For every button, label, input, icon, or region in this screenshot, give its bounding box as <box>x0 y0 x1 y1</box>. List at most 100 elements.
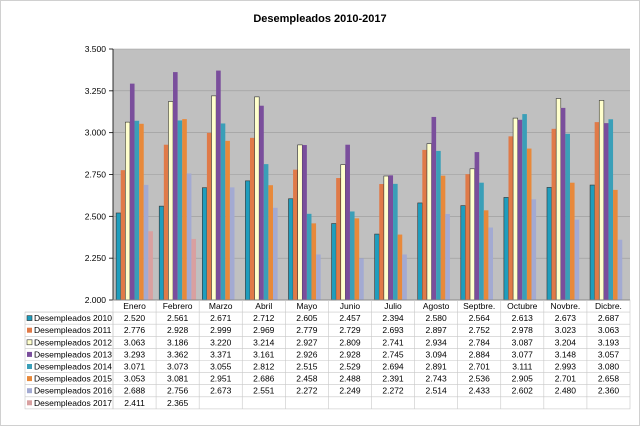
bar <box>551 128 557 300</box>
data-value: 2.891 <box>425 362 447 372</box>
data-value: 2.488 <box>339 374 361 384</box>
legend-label: Desempleados 2010 <box>34 313 112 323</box>
x-category-label: Novbre. <box>550 301 580 311</box>
data-value: 2.694 <box>382 362 404 372</box>
x-category-label: Marzo <box>209 301 233 311</box>
legend-label: Desempleados 2012 <box>34 337 112 347</box>
bar <box>469 168 475 301</box>
data-value: 2.712 <box>253 313 275 323</box>
y-tick-label: 2.250 <box>85 253 107 263</box>
data-value: 2.480 <box>555 386 577 396</box>
x-category-label: Abril <box>255 301 272 311</box>
x-category-label: Dicbre. <box>595 301 622 311</box>
data-value: 2.752 <box>469 325 491 335</box>
bar <box>379 184 384 300</box>
data-value: 2.272 <box>382 386 404 396</box>
bar <box>402 254 407 300</box>
data-value: 3.362 <box>167 349 189 359</box>
data-value: 2.686 <box>253 374 275 384</box>
legend-swatch <box>27 364 32 369</box>
bar <box>574 219 580 300</box>
data-value: 2.551 <box>253 386 275 396</box>
bar <box>603 123 609 301</box>
bar <box>598 100 605 301</box>
data-value: 3.193 <box>598 337 620 347</box>
bar <box>316 254 321 300</box>
bar <box>191 238 197 300</box>
data-value: 2.514 <box>425 386 447 396</box>
data-value: 2.520 <box>124 313 146 323</box>
bar <box>163 144 169 300</box>
data-value: 2.693 <box>382 325 404 335</box>
x-category-label: Enero <box>123 301 146 311</box>
bar <box>259 105 264 300</box>
legend-label: Desempleados 2014 <box>34 362 112 372</box>
bar <box>517 119 523 300</box>
data-table: Enero Febrero Marzo Abril Mayo Junio Julio Agos… <box>24 299 631 410</box>
bar <box>345 144 350 300</box>
bar <box>560 107 566 300</box>
data-value: 2.776 <box>124 325 146 335</box>
bar <box>354 218 360 300</box>
data-value: 2.564 <box>469 313 491 323</box>
bar <box>522 114 527 300</box>
data-value: 2.978 <box>512 325 534 335</box>
data-value: 3.063 <box>124 337 146 347</box>
data-value: 3.186 <box>167 337 189 347</box>
y-tick-label: 3.000 <box>85 128 107 138</box>
bar <box>555 98 562 301</box>
data-value: 2.688 <box>124 386 146 396</box>
bar <box>445 213 450 300</box>
data-value: 2.671 <box>210 313 232 323</box>
legend-label: Desempleados 2017 <box>34 398 112 408</box>
data-value: 2.561 <box>167 313 189 323</box>
data-value: 3.293 <box>124 349 146 359</box>
bar <box>397 234 403 300</box>
x-category-label: Septbre. <box>463 301 495 311</box>
bar <box>173 72 178 300</box>
y-tick-label: 2.750 <box>85 170 107 180</box>
bar <box>503 197 509 301</box>
bar <box>245 180 251 301</box>
bar <box>465 174 471 300</box>
bar <box>182 119 187 300</box>
x-category-label: Octubre <box>507 301 538 311</box>
data-value: 2.756 <box>167 386 189 396</box>
data-value: 2.934 <box>425 337 447 347</box>
data-value: 3.161 <box>253 349 275 359</box>
data-value: 2.951 <box>210 374 232 384</box>
bar <box>594 122 600 300</box>
bar <box>460 205 466 301</box>
bar <box>186 173 192 300</box>
data-value: 2.812 <box>253 362 275 372</box>
bar <box>546 187 552 301</box>
data-value: 2.529 <box>339 362 361 372</box>
bar <box>388 175 394 300</box>
data-value: 2.602 <box>512 386 534 396</box>
data-value: 2.928 <box>167 325 189 335</box>
bar <box>608 119 614 300</box>
bar <box>436 150 441 300</box>
data-value: 3.055 <box>210 362 232 372</box>
data-value: 3.073 <box>167 362 189 372</box>
data-value: 2.741 <box>382 337 404 347</box>
bar <box>129 83 135 300</box>
bar <box>336 178 341 300</box>
data-value: 2.993 <box>555 362 577 372</box>
legend-swatch <box>27 327 32 333</box>
data-value: 2.928 <box>339 349 361 359</box>
data-value: 2.673 <box>210 386 232 396</box>
bar <box>374 233 380 301</box>
y-tick-label: 3.250 <box>85 86 107 96</box>
data-value: 2.365 <box>167 398 189 408</box>
bar <box>512 117 518 301</box>
bar <box>531 199 537 300</box>
bar <box>483 210 489 300</box>
data-value: 2.673 <box>555 313 577 323</box>
bar <box>249 137 255 300</box>
data-value: 3.148 <box>555 349 577 359</box>
bar <box>617 239 623 300</box>
x-category-label: Febrero <box>163 301 193 311</box>
data-value: 3.023 <box>555 325 577 335</box>
